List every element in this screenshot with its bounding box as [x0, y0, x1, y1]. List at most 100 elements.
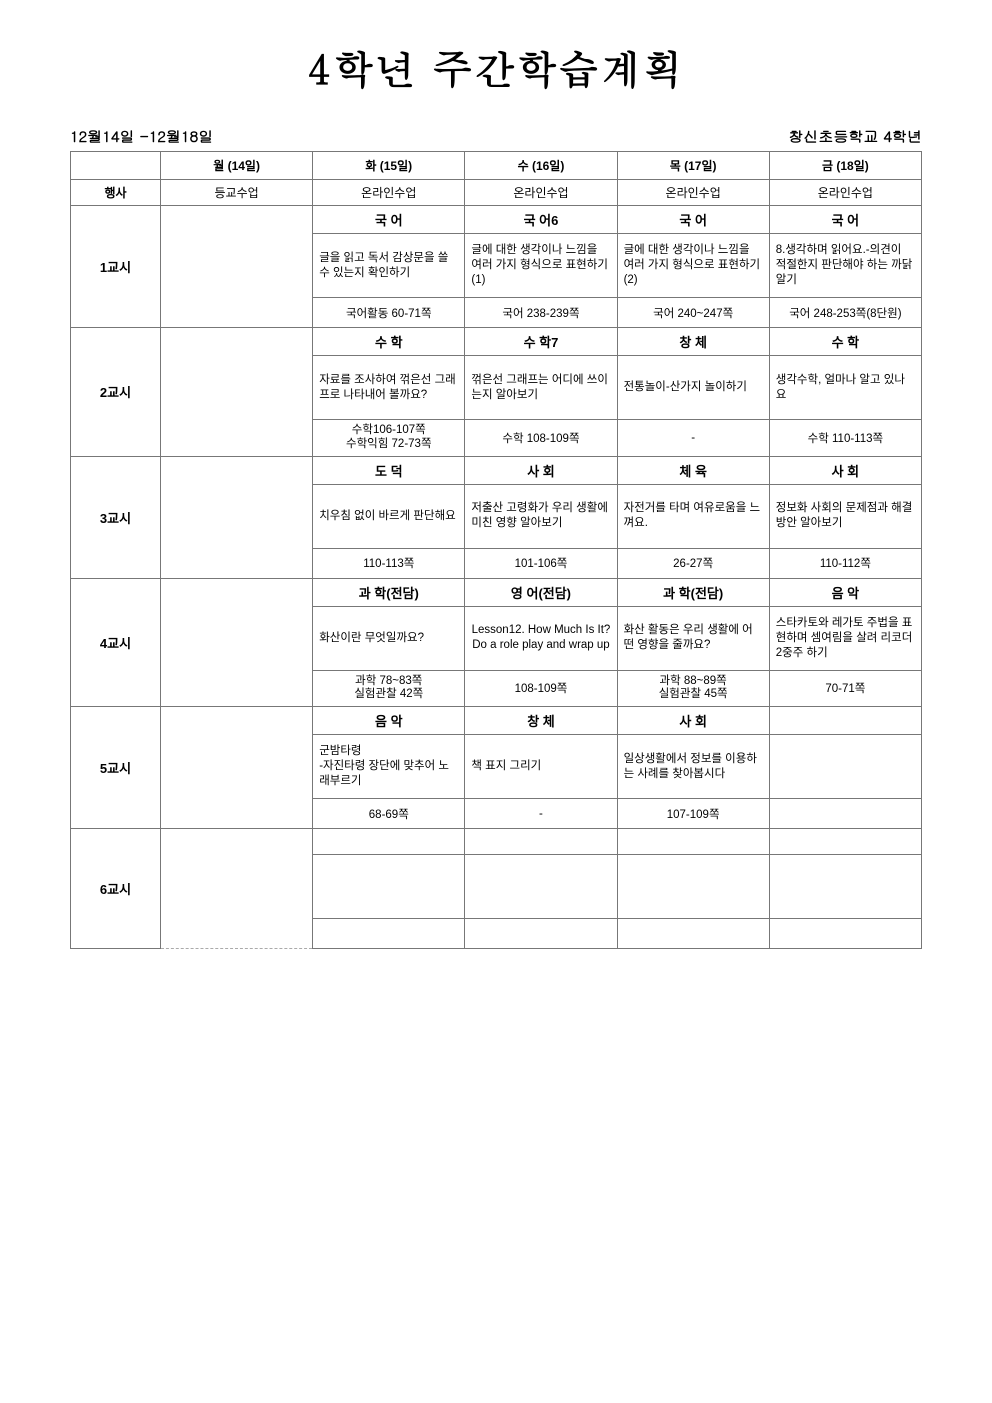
subject-cell	[465, 829, 617, 855]
activity-cell: 자료를 조사하여 꺾은선 그래프로 나타내어 볼까요?	[313, 356, 465, 420]
subject-cell: 음 악	[313, 707, 465, 735]
pages-cell: 70-71쪽	[769, 670, 921, 707]
activity-cell	[465, 855, 617, 919]
event-wed: 온라인수업	[465, 180, 617, 206]
header-mon: 월 (14일)	[161, 152, 313, 180]
header-row: 월 (14일) 화 (15일) 수 (16일) 목 (17일) 금 (18일)	[71, 152, 922, 180]
period-mon-blank	[161, 456, 313, 578]
activity-cell: Lesson12. How Much Is It? Do a role play…	[465, 606, 617, 670]
activity-cell: 글을 읽고 독서 감상문을 쓸 수 있는지 확인하기	[313, 234, 465, 298]
period-label: 3교시	[71, 456, 161, 578]
event-label: 행사	[71, 180, 161, 206]
activity-cell: 자전거를 타며 여유로움을 느껴요.	[617, 484, 769, 548]
period-mon-blank	[161, 206, 313, 328]
pages-cell: 101-106쪽	[465, 548, 617, 578]
page-title: 4학년 주간학습계획	[70, 40, 922, 96]
activity-cell: 화산이란 무엇일까요?	[313, 606, 465, 670]
activity-cell	[769, 735, 921, 799]
pages-cell: -	[617, 420, 769, 457]
pages-cell	[465, 919, 617, 949]
pages-cell	[769, 919, 921, 949]
activity-cell: 정보화 사회의 문제점과 해결방안 알아보기	[769, 484, 921, 548]
period-subject-row: 2교시수 학수 학7창 체수 학	[71, 328, 922, 356]
activity-cell: 일상생활에서 정보를 이용하는 사례를 찾아봅시다	[617, 735, 769, 799]
period-label: 1교시	[71, 206, 161, 328]
subject-cell: 사 회	[465, 456, 617, 484]
pages-cell: 수학 108-109쪽	[465, 420, 617, 457]
pages-cell	[769, 799, 921, 829]
activity-cell: 전통놀이-산가지 놀이하기	[617, 356, 769, 420]
pages-cell: 과학 88~89쪽 실험관찰 45쪽	[617, 670, 769, 707]
schedule-table: 월 (14일) 화 (15일) 수 (16일) 목 (17일) 금 (18일) …	[70, 151, 922, 949]
pages-cell: 국어 240~247쪽	[617, 298, 769, 328]
activity-cell: 책 표지 그리기	[465, 735, 617, 799]
activity-cell: 8.생각하며 읽어요.-의견이 적절한지 판단해야 하는 까닭 알기	[769, 234, 921, 298]
subject-cell	[617, 829, 769, 855]
period-label: 5교시	[71, 707, 161, 829]
subject-cell: 국 어6	[465, 206, 617, 234]
subject-cell	[769, 829, 921, 855]
pages-cell: 107-109쪽	[617, 799, 769, 829]
activity-cell	[617, 855, 769, 919]
subject-cell: 국 어	[769, 206, 921, 234]
subject-cell: 영 어(전담)	[465, 578, 617, 606]
subject-cell: 수 학	[313, 328, 465, 356]
activity-cell	[313, 855, 465, 919]
activity-cell: 화산 활동은 우리 생활에 어떤 영향을 줄까요?	[617, 606, 769, 670]
pages-cell: 108-109쪽	[465, 670, 617, 707]
header-tue: 화 (15일)	[313, 152, 465, 180]
event-row: 행사 등교수업 온라인수업 온라인수업 온라인수업 온라인수업	[71, 180, 922, 206]
activity-cell: 치우침 없이 바르게 판단해요	[313, 484, 465, 548]
meta-row: 12월14일 -12월18일 창신초등학교 4학년	[70, 126, 922, 147]
period-mon-blank	[161, 578, 313, 707]
subject-cell: 사 회	[769, 456, 921, 484]
pages-cell	[313, 919, 465, 949]
pages-cell: 110-112쪽	[769, 548, 921, 578]
subject-cell: 사 회	[617, 707, 769, 735]
period-subject-row: 6교시	[71, 829, 922, 855]
period-subject-row: 4교시과 학(전담)영 어(전담)과 학(전담)음 악	[71, 578, 922, 606]
header-thu: 목 (17일)	[617, 152, 769, 180]
event-tue: 온라인수업	[313, 180, 465, 206]
pages-cell: -	[465, 799, 617, 829]
header-fri: 금 (18일)	[769, 152, 921, 180]
event-fri: 온라인수업	[769, 180, 921, 206]
activity-cell: 글에 대한 생각이나 느낌을 여러 가지 형식으로 표현하기(2)	[617, 234, 769, 298]
period-subject-row: 3교시도 덕사 회체 육사 회	[71, 456, 922, 484]
subject-cell: 창 체	[465, 707, 617, 735]
schedule-body: 행사 등교수업 온라인수업 온라인수업 온라인수업 온라인수업 1교시국 어국 …	[71, 180, 922, 949]
pages-cell: 국어 248-253쪽(8단원)	[769, 298, 921, 328]
activity-cell: 스타카토와 레가토 주법을 표현하며 셈여림을 살려 리코더 2중주 하기	[769, 606, 921, 670]
subject-cell: 국 어	[617, 206, 769, 234]
period-subject-row: 1교시국 어국 어6국 어국 어	[71, 206, 922, 234]
subject-cell: 수 학7	[465, 328, 617, 356]
pages-cell: 수학106-107쪽 수학익힘 72-73쪽	[313, 420, 465, 457]
activity-cell: 생각수학, 얼마나 알고 있나요	[769, 356, 921, 420]
period-mon-blank	[161, 707, 313, 829]
subject-cell	[313, 829, 465, 855]
subject-cell: 수 학	[769, 328, 921, 356]
pages-cell: 과학 78~83쪽 실험관찰 42쪽	[313, 670, 465, 707]
subject-cell: 과 학(전담)	[313, 578, 465, 606]
event-thu: 온라인수업	[617, 180, 769, 206]
subject-cell	[769, 707, 921, 735]
pages-cell: 국어활동 60-71쪽	[313, 298, 465, 328]
period-label: 6교시	[71, 829, 161, 949]
period-label: 2교시	[71, 328, 161, 457]
pages-cell: 68-69쪽	[313, 799, 465, 829]
date-range: 12월14일 -12월18일	[70, 126, 213, 147]
pages-cell: 26-27쪽	[617, 548, 769, 578]
subject-cell: 체 육	[617, 456, 769, 484]
school-name: 창신초등학교 4학년	[788, 126, 922, 147]
activity-cell: 글에 대한 생각이나 느낌을 여러 가지 형식으로 표현하기(1)	[465, 234, 617, 298]
subject-cell: 음 악	[769, 578, 921, 606]
activity-cell: 군밤타령 -자진타령 장단에 맞추어 노래부르기	[313, 735, 465, 799]
event-mon: 등교수업	[161, 180, 313, 206]
subject-cell: 창 체	[617, 328, 769, 356]
header-blank	[71, 152, 161, 180]
pages-cell	[617, 919, 769, 949]
period-mon-blank	[161, 328, 313, 457]
period-mon-blank	[161, 829, 313, 949]
pages-cell: 수학 110-113쪽	[769, 420, 921, 457]
subject-cell: 국 어	[313, 206, 465, 234]
